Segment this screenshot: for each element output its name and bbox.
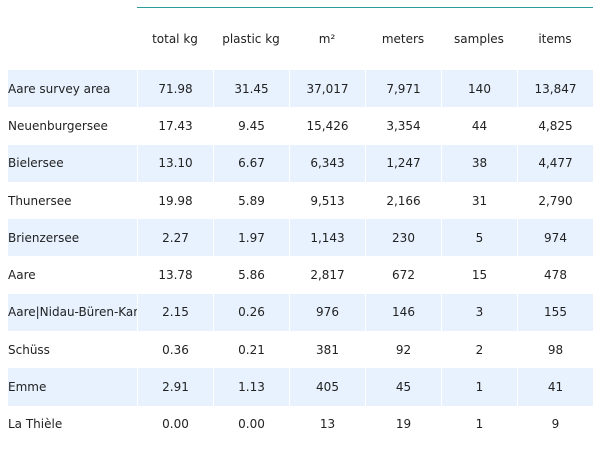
row-label: La Thièle [8, 417, 63, 432]
table-row: Aare 13.78 5.86 2,817 672 15 478 [8, 256, 593, 294]
table-cell: 5.86 [213, 256, 289, 294]
table-cell: 146 [365, 293, 441, 332]
table-cell: 9 [517, 405, 593, 443]
table-cell: 0.21 [213, 331, 289, 369]
table-row: Thunersee 19.98 5.89 9,513 2,166 31 2,79… [8, 181, 593, 220]
table-cell: 19.98 [137, 181, 213, 220]
table-cell: 976 [289, 293, 365, 332]
table-cell: 6,343 [289, 144, 365, 182]
table-cell: 19 [365, 405, 441, 443]
table-cell: 4,477 [517, 144, 593, 182]
table-cell: 13.78 [137, 256, 213, 294]
table-cell: 15 [441, 256, 517, 294]
column-header: items [538, 32, 572, 46]
table-cell: 9.45 [213, 107, 289, 145]
table-row: Schüss 0.36 0.21 381 92 2 98 [8, 331, 593, 369]
column-header: plastic kg [222, 32, 280, 46]
table-cell: 7,971 [365, 70, 441, 108]
table-cell: 2.27 [137, 219, 213, 257]
table-cell: 0.00 [137, 405, 213, 443]
table-cell: 1.97 [213, 219, 289, 257]
table-header: total kg plastic kg m² meters samples it… [8, 8, 593, 70]
table-cell: 974 [517, 219, 593, 257]
table-cell: 71.98 [137, 70, 213, 108]
table-cell: 478 [517, 256, 593, 294]
table-cell: 38 [441, 144, 517, 182]
column-header: m² [318, 32, 336, 46]
row-label: Aare [8, 268, 36, 283]
table-cell: 3,354 [365, 107, 441, 145]
column-header: meters [381, 32, 425, 46]
table-cell: 0.00 [213, 405, 289, 443]
table-cell: 13 [289, 405, 365, 443]
row-label: Neuenburgersee [8, 118, 108, 133]
column-header: total kg [152, 32, 198, 46]
table-cell: 2,817 [289, 256, 365, 294]
column-header: samples [454, 32, 504, 46]
table-cell: 9,513 [289, 181, 365, 220]
table-cell: 2 [441, 331, 517, 369]
table-cell: 0.26 [213, 293, 289, 332]
table-cell: 672 [365, 256, 441, 294]
table-row: Brienzersee 2.27 1.97 1,143 230 5 974 [8, 219, 593, 257]
table-cell: 1,247 [365, 144, 441, 182]
table-cell: 1 [441, 368, 517, 406]
table-cell: 17.43 [137, 107, 213, 145]
table-row: La Thièle 0.00 0.00 13 19 1 9 [8, 405, 593, 443]
table-row: Emme 2.91 1.13 405 45 1 41 [8, 368, 593, 406]
table-cell: 1 [441, 405, 517, 443]
table-cell: 3 [441, 293, 517, 332]
row-label: Aare|Nidau-Büren-Kanal [8, 305, 137, 320]
table-cell: 41 [517, 368, 593, 406]
table-cell: 37,017 [289, 70, 365, 108]
table-cell: 155 [517, 293, 593, 332]
table-cell: 13,847 [517, 70, 593, 108]
header-top-rule [137, 7, 593, 8]
table-cell: 13.10 [137, 144, 213, 182]
table-cell: 2,790 [517, 181, 593, 220]
summary-table: total kg plastic kg m² meters samples it… [8, 8, 593, 443]
table-cell: 44 [441, 107, 517, 145]
row-label: Aare survey area [8, 81, 111, 96]
table-cell: 4,825 [517, 107, 593, 145]
table-cell: 0.36 [137, 331, 213, 369]
table-row: Aare survey area 71.98 31.45 37,017 7,97… [8, 70, 593, 108]
table-cell: 1,143 [289, 219, 365, 257]
table-cell: 230 [365, 219, 441, 257]
row-label: Bielersee [8, 156, 64, 171]
table-cell: 140 [441, 70, 517, 108]
table-cell: 2.15 [137, 293, 213, 332]
table-cell: 2,166 [365, 181, 441, 220]
table-cell: 6.67 [213, 144, 289, 182]
table-cell: 5.89 [213, 181, 289, 220]
row-label: Thunersee [8, 193, 72, 208]
row-label: Schüss [8, 342, 50, 357]
table-cell: 31.45 [213, 70, 289, 108]
table-row: Neuenburgersee 17.43 9.45 15,426 3,354 4… [8, 107, 593, 145]
table-row: Bielersee 13.10 6.67 6,343 1,247 38 4,47… [8, 144, 593, 182]
table-cell: 405 [289, 368, 365, 406]
table-cell: 2.91 [137, 368, 213, 406]
table-row: Aare|Nidau-Büren-Kanal 2.15 0.26 976 146… [8, 293, 593, 332]
table-cell: 5 [441, 219, 517, 257]
table-cell: 1.13 [213, 368, 289, 406]
table-cell: 98 [517, 331, 593, 369]
table-cell: 31 [441, 181, 517, 220]
table-cell: 15,426 [289, 107, 365, 145]
table-cell: 45 [365, 368, 441, 406]
row-label: Emme [8, 380, 47, 395]
row-label: Brienzersee [8, 230, 80, 245]
table-cell: 92 [365, 331, 441, 369]
table-cell: 381 [289, 331, 365, 369]
